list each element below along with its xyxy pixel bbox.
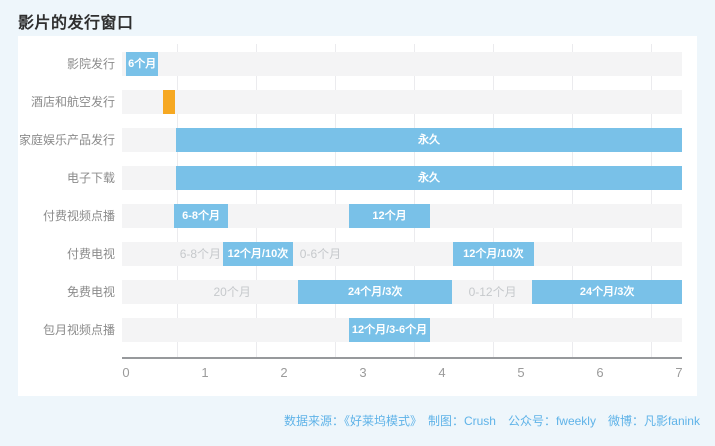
window-bar: 12个月/3-6个月 xyxy=(348,318,431,342)
row-label: 电子下载 xyxy=(66,171,115,185)
x-tick-label: 0 xyxy=(122,365,130,380)
track-hint-text: 0-6个月 xyxy=(299,247,342,261)
gridline xyxy=(492,44,494,357)
gridline xyxy=(413,44,415,357)
window-bar: 12个月/10次 xyxy=(453,242,534,266)
window-bar xyxy=(163,90,175,114)
gridline xyxy=(176,44,178,357)
window-bar: 24个月/3次 xyxy=(298,280,453,304)
gridline xyxy=(334,44,336,357)
window-bar: 12个月/10次 xyxy=(223,242,293,266)
track-hint-text: 20个月 xyxy=(213,285,251,299)
row-label: 付费视频点播 xyxy=(42,209,115,223)
track-hint-text: 0-12个月 xyxy=(468,285,517,299)
row-label: 影院发行 xyxy=(66,57,115,71)
track-hint-text: 6-8个月 xyxy=(179,247,222,261)
window-bar: 永久 xyxy=(175,128,683,152)
window-bar: 永久 xyxy=(175,166,683,190)
row-label: 付费电视 xyxy=(66,247,115,261)
window-bar: 6-8个月 xyxy=(174,204,228,228)
page-title: 影片的发行窗口 xyxy=(18,15,134,32)
x-tick-label: 4 xyxy=(438,365,446,380)
row-track xyxy=(122,90,682,114)
x-tick-label: 1 xyxy=(201,365,209,380)
gridline xyxy=(255,44,257,357)
x-axis-line xyxy=(122,357,682,359)
chart-card: 影院发行 6个月 酒店和航空发行 家庭娱乐产品发行 永久 电子下载 永久 付费视频点播 6-8个… xyxy=(18,36,697,396)
x-tick-label: 2 xyxy=(280,365,288,380)
row-track xyxy=(122,242,682,266)
row-label: 包月视频点播 xyxy=(42,323,115,337)
row-label: 家庭娱乐产品发行 xyxy=(18,133,115,147)
x-tick-label: 6 xyxy=(596,365,604,380)
row-track xyxy=(122,52,682,76)
x-tick-label: 3 xyxy=(359,365,367,380)
window-bar: 24个月/3次 xyxy=(532,280,683,304)
x-tick-label: 7 xyxy=(675,365,683,380)
gridline xyxy=(571,44,573,357)
row-label: 酒店和航空发行 xyxy=(30,95,115,109)
x-tick-label: 5 xyxy=(517,365,525,380)
row-label: 免费电视 xyxy=(66,285,115,299)
window-bar: 6个月 xyxy=(126,52,159,76)
footer-credits: 数据来源：《好莱坞模式》 制图：Crush 公众号：fweekly 微博：凡影f… xyxy=(283,414,700,428)
window-bar: 12个月 xyxy=(348,204,431,228)
gridline xyxy=(650,44,652,357)
